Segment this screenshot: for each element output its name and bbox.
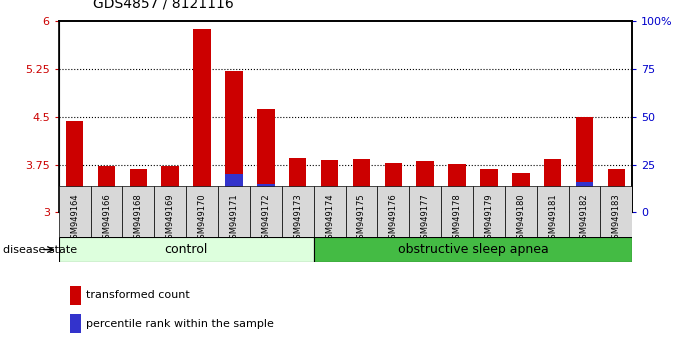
Bar (352, 159, 370, 212)
Bar (384, 192, 402, 212)
Bar (569, 186, 600, 237)
Bar (480, 193, 498, 212)
Bar (289, 193, 307, 212)
Bar (59, 186, 91, 237)
Text: GSM949173: GSM949173 (293, 194, 302, 244)
Bar (162, 166, 179, 212)
Bar (70, 314, 81, 333)
Text: GSM949177: GSM949177 (421, 194, 430, 244)
Bar (66, 121, 84, 212)
Text: GSM949168: GSM949168 (134, 194, 143, 244)
Bar (130, 169, 147, 212)
Text: disease state: disease state (3, 245, 77, 255)
Text: GSM949175: GSM949175 (357, 194, 366, 244)
Bar (576, 182, 594, 212)
Text: GSM949180: GSM949180 (516, 194, 525, 244)
Bar (409, 186, 441, 237)
Bar (384, 163, 402, 212)
Text: GSM949166: GSM949166 (102, 194, 111, 244)
Bar (607, 169, 625, 212)
Text: GSM949176: GSM949176 (389, 194, 398, 244)
Bar (448, 193, 466, 212)
Bar (505, 186, 537, 237)
Bar (314, 237, 632, 262)
Text: control: control (164, 243, 208, 256)
Bar (537, 186, 569, 237)
Text: percentile rank within the sample: percentile rank within the sample (86, 319, 274, 329)
Text: transformed count: transformed count (86, 290, 190, 300)
Bar (154, 186, 186, 237)
Bar (162, 193, 179, 212)
Bar (70, 286, 81, 305)
Bar (289, 158, 307, 212)
Bar (186, 186, 218, 237)
Bar (225, 174, 243, 212)
Bar (576, 117, 594, 212)
Text: GSM949179: GSM949179 (484, 194, 493, 244)
Bar (417, 161, 434, 212)
Bar (193, 29, 211, 212)
Bar (544, 192, 561, 212)
Bar (544, 159, 561, 212)
Bar (441, 186, 473, 237)
Bar (257, 109, 274, 212)
Text: obstructive sleep apnea: obstructive sleep apnea (397, 243, 549, 256)
Bar (473, 186, 505, 237)
Bar (225, 71, 243, 212)
Bar (512, 173, 529, 212)
Bar (130, 195, 147, 212)
Bar (91, 186, 122, 237)
Text: GSM949181: GSM949181 (548, 194, 557, 244)
Text: GSM949172: GSM949172 (261, 194, 270, 244)
Text: GSM949170: GSM949170 (198, 194, 207, 244)
Bar (448, 164, 466, 212)
Bar (352, 192, 370, 212)
Bar (250, 186, 282, 237)
Bar (282, 186, 314, 237)
Bar (97, 197, 115, 212)
Bar (377, 186, 409, 237)
Bar (122, 186, 154, 237)
Text: GSM949164: GSM949164 (70, 194, 79, 244)
Bar (97, 166, 115, 212)
Text: GSM949171: GSM949171 (229, 194, 238, 244)
Bar (314, 186, 346, 237)
Bar (321, 160, 339, 212)
Text: GSM949174: GSM949174 (325, 194, 334, 244)
Bar (480, 169, 498, 212)
Bar (600, 186, 632, 237)
Bar (59, 237, 314, 262)
Bar (218, 186, 250, 237)
Bar (607, 195, 625, 212)
Bar (66, 188, 84, 212)
Bar (346, 186, 377, 237)
Bar (257, 184, 274, 212)
Text: GSM949178: GSM949178 (453, 194, 462, 244)
Bar (321, 193, 339, 212)
Text: GDS4857 / 8121116: GDS4857 / 8121116 (93, 0, 234, 11)
Bar (417, 193, 434, 212)
Text: GSM949169: GSM949169 (166, 194, 175, 244)
Bar (512, 203, 529, 212)
Text: GSM949183: GSM949183 (612, 194, 621, 244)
Text: GSM949182: GSM949182 (580, 194, 589, 244)
